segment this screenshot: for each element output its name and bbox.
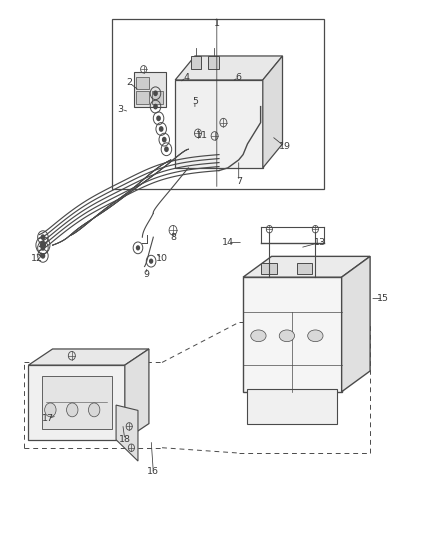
Text: 6: 6 (236, 73, 242, 82)
Bar (191, 56, 201, 69)
Circle shape (41, 235, 45, 240)
Bar (136, 91, 149, 104)
Text: 14: 14 (222, 238, 234, 247)
Bar (152, 91, 163, 104)
Circle shape (40, 241, 46, 249)
Text: 10: 10 (156, 254, 168, 263)
Bar (208, 56, 219, 69)
Text: 19: 19 (279, 142, 291, 151)
Bar (42, 376, 112, 429)
Bar (175, 80, 263, 168)
Polygon shape (342, 256, 370, 392)
Text: 5: 5 (192, 97, 198, 106)
Ellipse shape (279, 330, 294, 342)
Text: 3: 3 (117, 105, 124, 114)
Circle shape (153, 91, 158, 96)
Text: 13: 13 (314, 238, 326, 247)
Text: 18: 18 (119, 435, 131, 444)
Circle shape (162, 137, 166, 142)
Bar (243, 277, 342, 392)
Bar (297, 263, 312, 274)
Ellipse shape (251, 330, 266, 342)
Circle shape (67, 403, 78, 417)
Polygon shape (263, 56, 283, 168)
Circle shape (156, 116, 161, 121)
Circle shape (159, 126, 163, 132)
Text: 8: 8 (170, 233, 176, 241)
Text: 12: 12 (31, 254, 43, 263)
Circle shape (164, 147, 169, 152)
Text: 11: 11 (195, 132, 208, 140)
Polygon shape (116, 405, 138, 461)
Bar (261, 263, 277, 274)
Circle shape (41, 253, 45, 259)
Text: 17: 17 (42, 414, 54, 423)
Circle shape (41, 245, 45, 251)
Text: 16: 16 (147, 467, 159, 476)
Text: 1: 1 (214, 20, 220, 28)
Polygon shape (28, 365, 125, 440)
Bar (136, 77, 149, 89)
Bar (247, 389, 337, 424)
Circle shape (153, 104, 158, 109)
Text: 2: 2 (126, 78, 132, 87)
Ellipse shape (307, 330, 323, 342)
Circle shape (88, 403, 100, 417)
Text: 4: 4 (183, 73, 189, 82)
Polygon shape (28, 349, 149, 365)
Polygon shape (175, 56, 283, 80)
Bar (134, 72, 166, 107)
Circle shape (136, 245, 140, 251)
Text: 15: 15 (377, 294, 389, 303)
Bar (112, 19, 324, 189)
Polygon shape (125, 349, 149, 440)
Circle shape (149, 259, 153, 264)
Text: 9: 9 (144, 270, 150, 279)
Circle shape (45, 403, 56, 417)
Text: 7: 7 (236, 177, 242, 185)
Polygon shape (243, 256, 370, 277)
